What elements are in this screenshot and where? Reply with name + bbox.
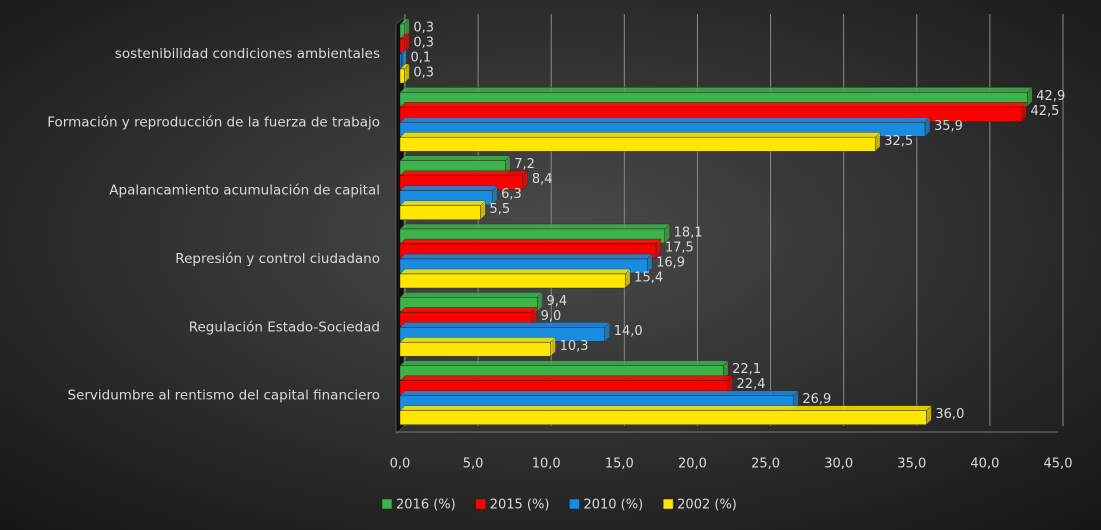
y-tick-label: Regulación Estado-Sociedad [189,319,380,335]
legend-swatch [569,498,580,510]
value-label: 32,5 [884,134,913,149]
value-label: 17,5 [665,241,694,256]
y-tick-label: Servidumbre al rentismo del capital fina… [68,388,381,404]
bar-top [399,238,662,245]
value-label: 9,4 [546,294,567,309]
bar-top [399,390,799,396]
bar-top [399,405,932,411]
bar [399,410,927,425]
bar [399,342,551,357]
bar-top [399,170,529,176]
x-tick-label: 35,0 [897,457,926,472]
value-label: 22,4 [737,377,766,392]
bar-top [399,185,498,191]
bar [399,68,405,84]
legend-label: 2010 (%) [583,498,643,513]
x-tick-label: 45,0 [1044,457,1073,472]
bar-top [399,307,538,313]
y-tick-label: sostenibilidad condiciones ambientales [115,46,380,62]
bar [399,205,481,220]
value-label: 18,1 [674,226,703,241]
value-label: 0,3 [413,21,434,36]
bar-top [399,223,671,230]
y-tick-label: Represión y control ciudadano [175,251,380,267]
bar-top [399,117,931,123]
value-label: 0,3 [413,36,434,51]
value-label: 14,0 [614,324,643,339]
legend-swatch [381,498,393,510]
bar [399,273,626,289]
y-tick-label: Apalancamiento acumulación de capital [109,183,380,199]
x-tick-label: 0,0 [390,457,411,472]
bar [399,137,876,152]
bar-top [399,155,511,161]
x-tick-label: 20,0 [678,457,707,472]
value-label: 22,1 [732,362,761,377]
value-label: 16,9 [656,256,685,271]
value-label: 35,9 [934,119,963,134]
value-label: 6,3 [501,187,522,202]
x-tick-label: 30,0 [824,457,853,472]
bar-top [399,87,1033,93]
bar [399,53,402,69]
x-tick-label: 25,0 [751,457,780,472]
bar-top [399,268,631,275]
legend-label: 2015 (%) [490,498,550,513]
bar-top [399,200,486,206]
x-tick-label: 10,0 [532,457,561,472]
legend-swatch [475,498,486,510]
value-label: 0,1 [410,51,431,66]
value-label: 0,3 [413,66,434,81]
bar-top [399,253,653,260]
bar-top [399,292,543,298]
bar-top [399,360,729,366]
value-label: 26,9 [802,392,831,407]
value-label: 42,5 [1030,104,1059,119]
x-tick-label: 5,0 [463,457,484,472]
x-tick-label: 40,0 [970,457,999,472]
legend-swatch [662,498,674,510]
value-label: 5,5 [489,202,510,217]
value-label: 10,3 [560,339,589,354]
x-tick-label: 15,0 [605,457,634,472]
bar-top [399,132,881,138]
value-label: 15,4 [634,271,663,286]
value-label: 42,9 [1036,89,1065,104]
bar-top [399,375,734,381]
bar-top [399,337,557,343]
bar-top [399,322,611,328]
legend-label: 2016 (%) [396,498,456,513]
value-label: 36,0 [935,407,964,422]
y-tick-label: Formación y reproducción de la fuerza de… [47,114,380,130]
bar-top [399,102,1027,108]
value-label: 8,4 [532,172,553,187]
value-label: 7,2 [514,157,535,172]
legend-label: 2002 (%) [677,498,737,513]
value-label: 9,0 [541,309,562,324]
